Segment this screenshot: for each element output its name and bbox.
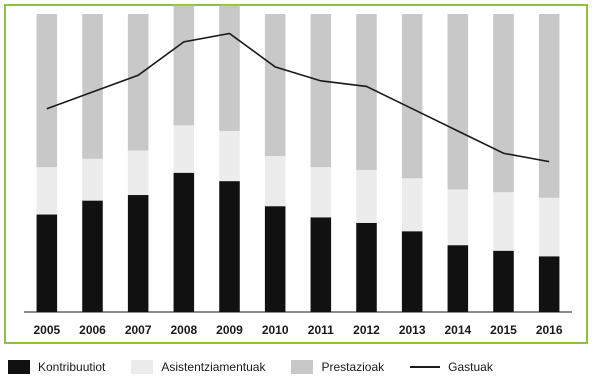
bar-segment-2-2014 bbox=[447, 189, 469, 246]
bar-segment-3-2005 bbox=[36, 14, 58, 168]
legend-label-contributions: Kontribuutiot bbox=[38, 360, 106, 374]
bar-segment-1-2014 bbox=[447, 245, 469, 312]
bar-segment-3-2009 bbox=[219, 5, 240, 131]
bar-segment-1-2015 bbox=[493, 250, 514, 312]
bar-segment-3-2011 bbox=[310, 14, 332, 168]
bar-segment-3-2016 bbox=[538, 14, 560, 198]
expense-line bbox=[46, 32, 550, 163]
bar-segment-3-2013 bbox=[401, 14, 423, 179]
bar-segment-1-2009 bbox=[219, 181, 240, 312]
x-tick-label-2009: 2009 bbox=[216, 323, 243, 337]
bar-segment-2-2009 bbox=[219, 130, 240, 182]
bar-segment-3-2006 bbox=[82, 14, 103, 159]
x-tick-label-2014: 2014 bbox=[444, 323, 471, 337]
bar-segment-3-2008 bbox=[173, 5, 195, 126]
x-tick-label-2015: 2015 bbox=[490, 323, 517, 337]
chart-legend: Kontribuutiot Asistentziamentuak Prestaz… bbox=[8, 352, 588, 382]
bar-segment-1-2006 bbox=[82, 200, 103, 312]
bar-segment-1-2012 bbox=[356, 222, 377, 312]
bar-segment-3-2007 bbox=[127, 14, 149, 151]
bar-segment-1-2010 bbox=[264, 206, 286, 312]
bar-segment-1-2013 bbox=[401, 231, 423, 312]
bar-segment-2-2016 bbox=[538, 197, 560, 257]
legend-label-expenses: Gastuak bbox=[448, 360, 493, 374]
bar-segment-2-2008 bbox=[173, 125, 195, 173]
bar-segment-2-2010 bbox=[264, 156, 286, 207]
bar-segment-2-2013 bbox=[401, 178, 423, 232]
legend-swatch-expenses bbox=[410, 366, 441, 368]
bar-segment-2-2007 bbox=[127, 150, 149, 196]
legend-label-assistance: Asistentziamentuak bbox=[161, 360, 266, 374]
bar-segment-2-2012 bbox=[356, 169, 377, 223]
bar-segment-3-2015 bbox=[493, 14, 514, 193]
x-tick-label-2011: 2011 bbox=[308, 323, 334, 337]
bar-segment-2-2011 bbox=[310, 167, 332, 218]
legend-swatch-assistance bbox=[131, 360, 154, 374]
legend-swatch-benefits bbox=[291, 360, 314, 374]
legend-item-assistance: Asistentziamentuak bbox=[131, 360, 265, 374]
legend-item-contributions: Kontribuutiot bbox=[8, 360, 105, 374]
stacked-bar-chart: 2005 2006 2007 2008 2009 2010 2011 2012 2013 2014… bbox=[24, 5, 572, 337]
bar-segment-2-2006 bbox=[82, 158, 103, 201]
bar-segment-1-2016 bbox=[538, 256, 560, 312]
bar-segment-3-2012 bbox=[356, 14, 377, 170]
legend-label-benefits: Prestazioak bbox=[321, 360, 385, 374]
legend-swatch-contributions bbox=[8, 360, 30, 374]
x-tick-label-2008: 2008 bbox=[170, 323, 197, 337]
bar-segment-3-2014 bbox=[447, 14, 469, 190]
bar-segment-1-2005 bbox=[36, 214, 58, 312]
legend-item-benefits: Prestazioak bbox=[291, 360, 384, 374]
x-tick-label-2012: 2012 bbox=[353, 323, 380, 337]
bar-segment-3-2010 bbox=[264, 14, 286, 157]
bar-segment-2-2015 bbox=[493, 192, 514, 251]
bar-segment-1-2011 bbox=[310, 217, 332, 312]
x-tick-label-2007: 2007 bbox=[125, 323, 152, 337]
x-tick-label-2010: 2010 bbox=[262, 323, 289, 337]
x-tick-label-2016: 2016 bbox=[536, 323, 563, 337]
bar-segment-1-2007 bbox=[127, 195, 149, 312]
x-tick-label-2005: 2005 bbox=[33, 323, 60, 337]
bar-segment-1-2008 bbox=[173, 172, 195, 312]
x-tick-label-2013: 2013 bbox=[399, 323, 426, 337]
x-tick-label-2006: 2006 bbox=[79, 323, 106, 337]
legend-item-expenses: Gastuak bbox=[410, 360, 493, 374]
bar-segment-2-2005 bbox=[36, 167, 58, 215]
